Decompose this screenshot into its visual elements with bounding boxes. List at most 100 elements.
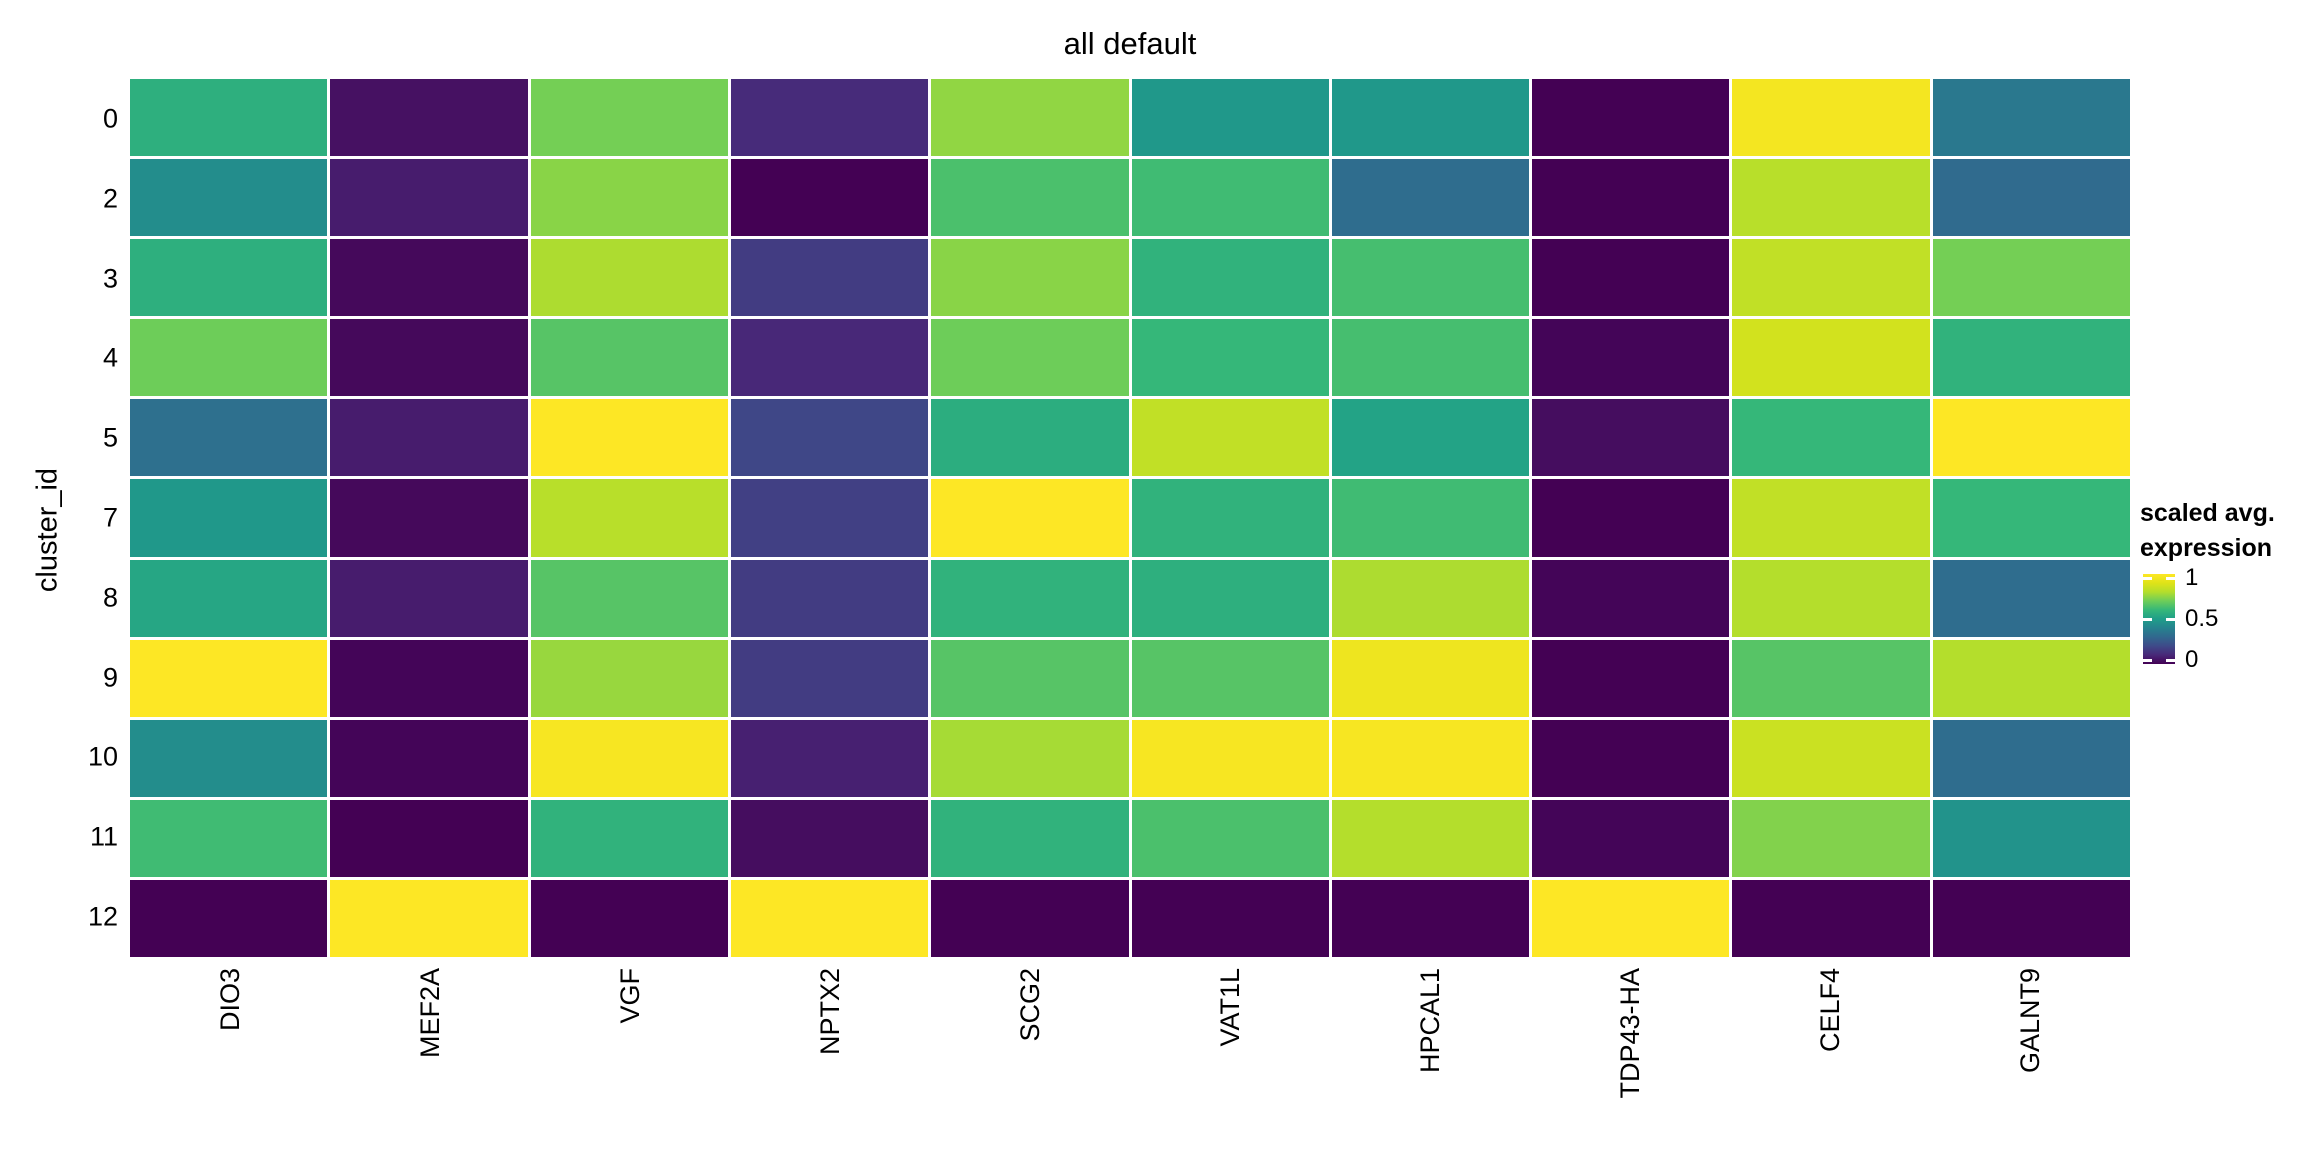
heatmap-cell xyxy=(730,319,929,397)
heatmap-cell xyxy=(931,399,1129,477)
heatmap-cell xyxy=(1331,159,1530,237)
heatmap-cell xyxy=(130,719,328,797)
heatmap-cell xyxy=(530,559,728,637)
heatmap-cell xyxy=(730,879,929,957)
heatmap-cell xyxy=(1331,639,1530,717)
heatmap-cell xyxy=(730,719,929,797)
heatmap-cell xyxy=(1331,239,1530,317)
y-axis-tick-label: 11 xyxy=(89,821,118,852)
heatmap-cell xyxy=(1331,399,1530,477)
heatmap-cell xyxy=(330,479,528,557)
heatmap-cell xyxy=(130,559,328,637)
heatmap-cell xyxy=(1331,879,1530,957)
heatmap-cell xyxy=(330,719,528,797)
heatmap-cell xyxy=(130,79,328,157)
heatmap-cell xyxy=(330,159,528,237)
heatmap-cell xyxy=(1532,399,1730,477)
heatmap-cell xyxy=(1932,479,2130,557)
legend-tick-mark xyxy=(2143,658,2152,662)
heatmap-cell xyxy=(1131,319,1329,397)
legend-tick-mark xyxy=(2143,617,2152,621)
heatmap-cell xyxy=(1732,639,1930,717)
heatmap-cell xyxy=(530,159,728,237)
heatmap-cell xyxy=(530,399,728,477)
heatmap-cell xyxy=(530,79,728,157)
heatmap-cell xyxy=(130,479,328,557)
legend-tick-mark xyxy=(2143,576,2152,580)
heatmap-cell xyxy=(330,79,528,157)
heatmap-cell xyxy=(730,639,929,717)
legend-title: scaled avg. expression xyxy=(2140,496,2304,566)
heatmap-cell xyxy=(1932,159,2130,237)
heatmap-cell xyxy=(1732,159,1930,237)
heatmap-cell xyxy=(1732,799,1930,877)
heatmap-cell xyxy=(1331,319,1530,397)
heatmap-cell xyxy=(730,559,929,637)
heatmap-cell xyxy=(1532,639,1730,717)
legend-tick-mark xyxy=(2166,617,2175,621)
heatmap-cell xyxy=(530,319,728,397)
heatmap-cell xyxy=(130,799,328,877)
heatmap-cell xyxy=(1131,559,1329,637)
heatmap-cell xyxy=(931,79,1129,157)
heatmap-cell xyxy=(1732,719,1930,797)
heatmap-cell xyxy=(1932,719,2130,797)
heatmap-cell xyxy=(530,719,728,797)
y-axis-tick-label: 8 xyxy=(102,582,118,613)
y-axis-tick-label: 10 xyxy=(87,741,118,772)
heatmap-cell xyxy=(1732,559,1930,637)
x-axis-tick-label: HPCAL1 xyxy=(1414,968,1445,1074)
legend-tick-label: 0.5 xyxy=(2185,605,2219,632)
heatmap-cell xyxy=(1532,319,1730,397)
heatmap-cell xyxy=(1532,719,1730,797)
heatmap-cell xyxy=(931,639,1129,717)
y-axis-tick-label: 5 xyxy=(102,422,118,453)
heatmap-cell xyxy=(1732,79,1930,157)
heatmap-cell xyxy=(330,799,528,877)
legend-tick-label: 1 xyxy=(2185,564,2199,591)
heatmap-cell xyxy=(1331,479,1530,557)
legend-tick-mark xyxy=(2166,658,2175,662)
heatmap-cell xyxy=(330,879,528,957)
heatmap-cell xyxy=(1131,159,1329,237)
heatmap-cell xyxy=(130,239,328,317)
heatmap-cell xyxy=(330,239,528,317)
heatmap-cell xyxy=(530,799,728,877)
heatmap-cell xyxy=(1131,399,1329,477)
heatmap-cell xyxy=(1532,879,1730,957)
y-axis-tick-labels: 0 2 3 4 5 7 8 9 10 11 12 xyxy=(0,79,118,957)
y-axis-tick-label: 7 xyxy=(102,502,118,533)
heatmap-cell xyxy=(1131,719,1329,797)
y-axis-tick-label: 4 xyxy=(102,342,118,373)
heatmap-cell xyxy=(330,559,528,637)
x-axis-tick-label: CELF4 xyxy=(1814,968,1845,1053)
heatmap-cell xyxy=(1932,879,2130,957)
x-axis-tick-label: DIO3 xyxy=(214,968,245,1032)
heatmap-cell xyxy=(1331,559,1530,637)
heatmap-cell xyxy=(1331,79,1530,157)
y-axis-tick-label: 0 xyxy=(102,103,118,134)
heatmap-cell xyxy=(1131,639,1329,717)
heatmap-cell xyxy=(1932,559,2130,637)
heatmap-cell xyxy=(330,639,528,717)
heatmap-cell xyxy=(330,399,528,477)
heatmap-grid xyxy=(130,79,2130,957)
heatmap-cell xyxy=(1932,319,2130,397)
heatmap-cell xyxy=(330,319,528,397)
heatmap-cell xyxy=(931,239,1129,317)
heatmap-cell xyxy=(1732,479,1930,557)
heatmap-cell xyxy=(1932,799,2130,877)
chart-title: all default xyxy=(1063,26,1197,61)
legend-tick-label: 0 xyxy=(2185,646,2199,673)
legend-title-line2: expression xyxy=(2140,534,2273,562)
heatmap-cell xyxy=(730,479,929,557)
y-axis-tick-label: 12 xyxy=(87,901,118,932)
legend-tick-mark xyxy=(2166,576,2175,580)
heatmap-cell xyxy=(1932,399,2130,477)
heatmap-cell xyxy=(931,479,1129,557)
heatmap-cell xyxy=(530,479,728,557)
heatmap-cell xyxy=(1932,79,2130,157)
heatmap-cell xyxy=(530,879,728,957)
heatmap-cell xyxy=(931,879,1129,957)
